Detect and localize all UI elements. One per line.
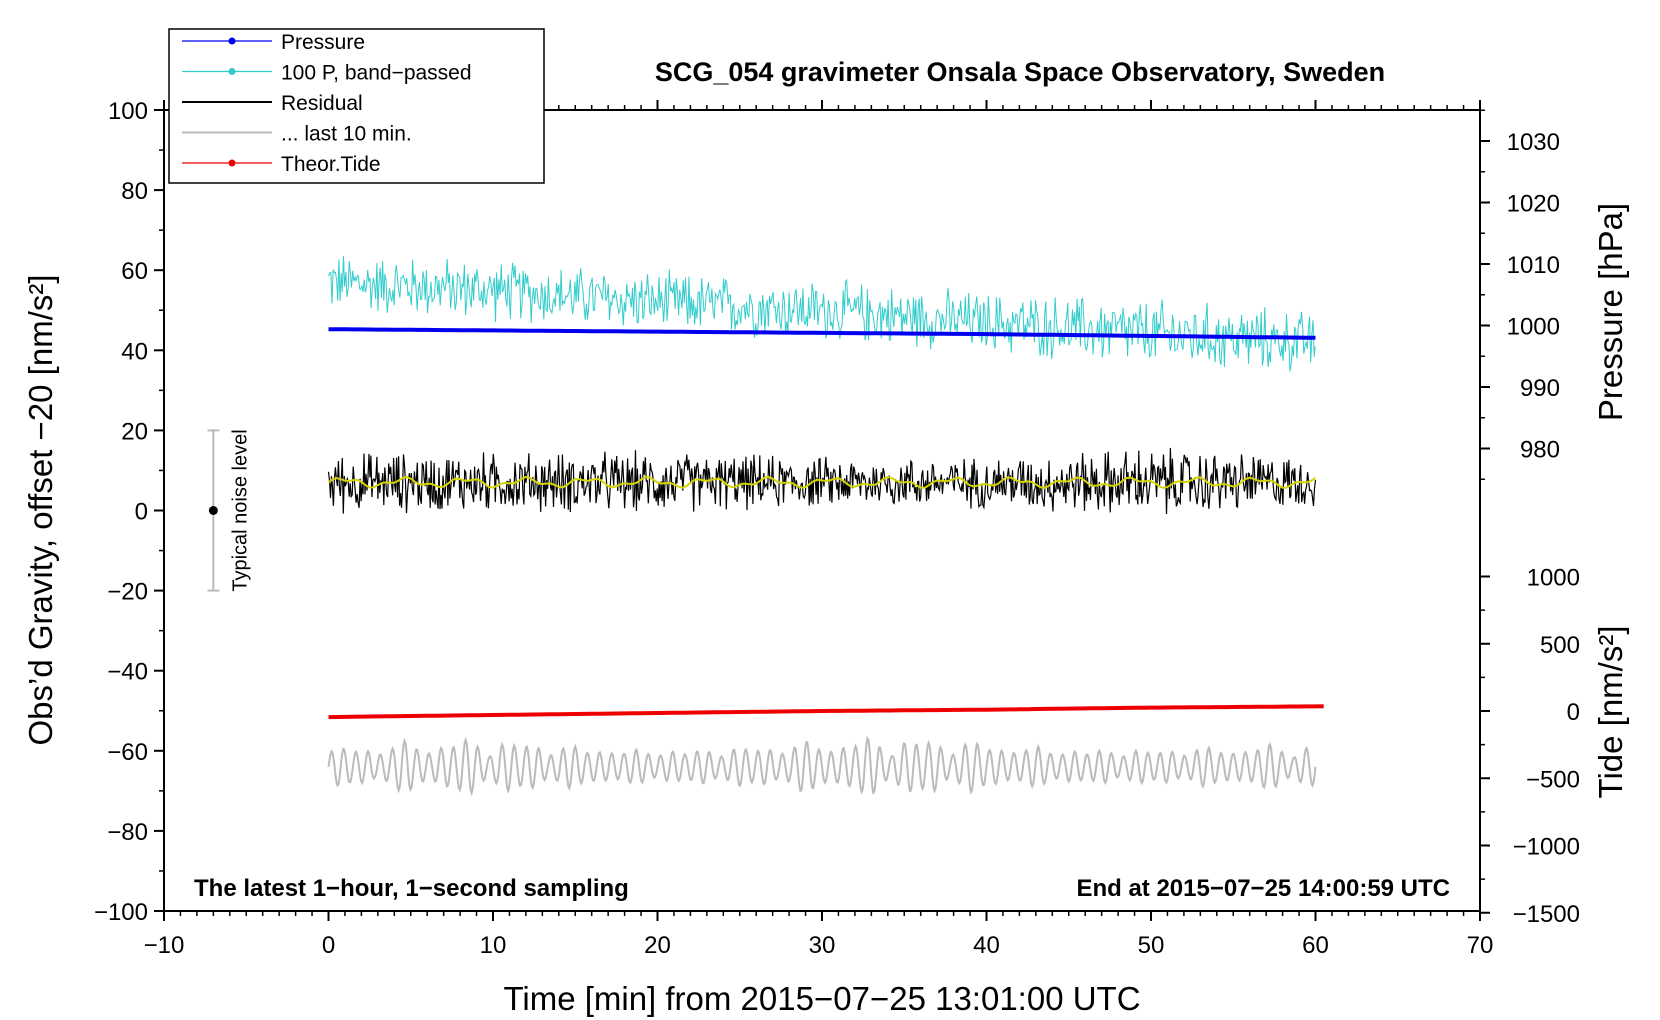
- x-tick-label: 0: [322, 932, 335, 959]
- tide-tick-label: 500: [1540, 632, 1580, 659]
- annotation-bottom-left: The latest 1−hour, 1−second sampling: [194, 875, 629, 902]
- y-tick-label: 40: [121, 338, 148, 365]
- series-residual: [327, 447, 1317, 515]
- pressure-tick-label: 1030: [1507, 129, 1560, 156]
- y-tick-label: −40: [107, 659, 148, 686]
- pressure-tick-label: 980: [1520, 437, 1560, 464]
- noise-bar-label: Typical noise level: [229, 429, 251, 591]
- tide-tick-label: 1000: [1527, 565, 1580, 592]
- x-tick-label: 50: [1138, 932, 1165, 959]
- y-tick-label: 0: [135, 499, 148, 526]
- pressure-tick-label: 1020: [1507, 191, 1560, 218]
- legend-label: Residual: [281, 92, 363, 115]
- pressure-tick-label: 1010: [1507, 252, 1560, 279]
- series-pressure: [328, 327, 1316, 340]
- legend: Pressure 100 P, band−passed Residual ... la…: [168, 28, 545, 184]
- y-tick-label: 20: [121, 418, 148, 445]
- series-last-10-min: [327, 735, 1317, 797]
- y-tick-label: −60: [107, 739, 148, 766]
- y-tick-label: 100: [108, 98, 148, 125]
- noise-bar-center: [208, 506, 218, 515]
- series-theor-tide: [328, 704, 1324, 720]
- x-tick-label: 60: [1302, 932, 1329, 959]
- x-tick-label: 20: [644, 932, 671, 959]
- tide-tick-label: −1000: [1513, 834, 1580, 861]
- y-axis-title-tide: Tide [nm/s²]: [1592, 626, 1629, 799]
- legend-dot: [228, 68, 236, 75]
- y-tick-label: −100: [94, 899, 148, 926]
- x-tick-label: 70: [1467, 932, 1494, 959]
- pressure-tick-label: 1000: [1507, 314, 1560, 341]
- noise-bar: Typical noise level: [207, 429, 251, 592]
- chart-title: SCG_054 gravimeter Onsala Space Observat…: [655, 57, 1385, 87]
- y-axis-title-pressure: Pressure [hPa]: [1592, 203, 1629, 421]
- y-tick-label: 80: [121, 178, 148, 205]
- legend-dot: [228, 159, 236, 167]
- x-tick-label: 40: [973, 932, 1000, 959]
- legend-dot: [228, 37, 236, 45]
- annotation-bottom-right: End at 2015−07−25 14:00:59 UTC: [1076, 875, 1450, 902]
- x-tick-label: −10: [144, 932, 185, 959]
- series-residual-smoothed: [327, 475, 1317, 490]
- series-band-passed-pressure: [328, 256, 1316, 372]
- legend-box: [168, 28, 545, 184]
- tide-tick-label: −500: [1526, 766, 1580, 793]
- axis-layer: −10 0 10 20 30 40 50 60 70100806040200−20−40−60−…: [94, 98, 1580, 959]
- y-tick-label: −20: [107, 579, 148, 606]
- tide-tick-label: −1500: [1513, 901, 1580, 928]
- y-tick-label: 60: [121, 258, 148, 285]
- plot-frame: [163, 109, 1481, 912]
- x-tick-label: 10: [480, 932, 507, 959]
- series-layer: [327, 256, 1324, 797]
- x-tick-label: 30: [809, 932, 836, 959]
- legend-label: Theor.Tide: [281, 153, 381, 176]
- legend-label: Pressure: [281, 31, 365, 54]
- y-axis-title-left: Obs’d Gravity, offset −20 [nm/s²]: [22, 274, 59, 745]
- x-axis-title: Time [min] from 2015−07−25 13:01:00 UTC: [503, 980, 1140, 1017]
- legend-label: ... last 10 min.: [281, 123, 412, 146]
- legend-label: 100 P, band−passed: [281, 62, 472, 85]
- y-tick-label: −80: [107, 819, 148, 846]
- pressure-tick-label: 990: [1520, 375, 1560, 402]
- tide-tick-label: 0: [1567, 699, 1580, 726]
